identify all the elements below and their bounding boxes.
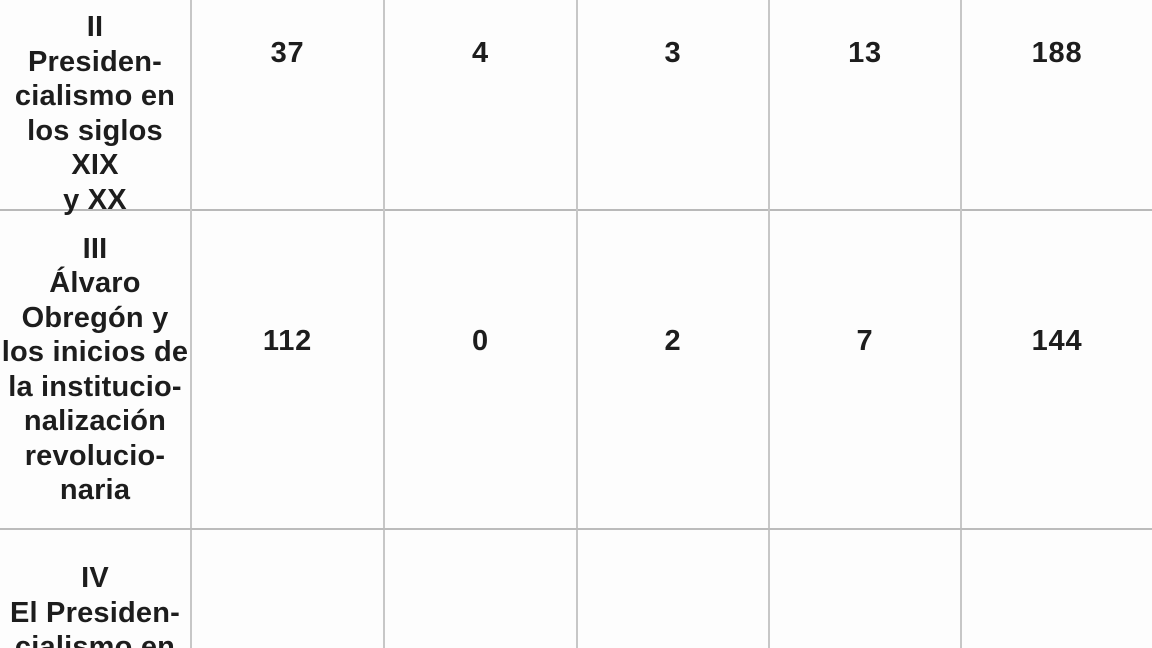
value-cell: 112 (192, 211, 385, 528)
value-cell (385, 530, 578, 648)
value-cell (578, 530, 770, 648)
cell-value: 4 (472, 37, 489, 69)
value-cell (962, 530, 1152, 648)
chapter-title: II Presiden- cialismo en los siglos XIX … (14, 11, 176, 216)
value-cell: 2 (578, 211, 770, 528)
cell-value: 13 (848, 37, 882, 69)
cell-value: 2 (664, 325, 682, 358)
value-cell: 13 (770, 0, 962, 217)
value-cell: 0 (385, 211, 578, 528)
table-row: II Presiden- cialismo en los siglos XIX … (0, 0, 1152, 217)
value-cell: 37 (192, 0, 385, 217)
value-cell (770, 530, 962, 648)
cell-value: 3 (664, 37, 682, 69)
chapter-label-cell: III Álvaro Obregón y los inicios de la i… (0, 211, 192, 528)
cell-value: 37 (270, 37, 305, 69)
chapter-title: III Álvaro Obregón y los inicios de la i… (1, 232, 189, 507)
value-cell: 144 (962, 211, 1152, 528)
chapter-title: IV El Presiden- cialismo en la (9, 562, 180, 648)
value-cell: 3 (578, 0, 770, 217)
value-cell: 4 (385, 0, 578, 217)
chapter-label-cell: II Presiden- cialismo en los siglos XIX … (0, 0, 192, 217)
cell-value: 7 (856, 325, 874, 358)
cell-value: 188 (1031, 37, 1083, 69)
value-cell: 188 (962, 0, 1152, 217)
value-cell: 7 (770, 211, 962, 528)
cell-value: 0 (472, 325, 489, 358)
chapter-label-cell: IV El Presiden- cialismo en la (0, 530, 192, 648)
cell-value: 112 (262, 325, 313, 358)
table-row: III Álvaro Obregón y los inicios de la i… (0, 211, 1152, 530)
value-cell (192, 530, 385, 648)
table-row: IV El Presiden- cialismo en la (0, 530, 1152, 648)
cell-value: 144 (1031, 325, 1083, 358)
